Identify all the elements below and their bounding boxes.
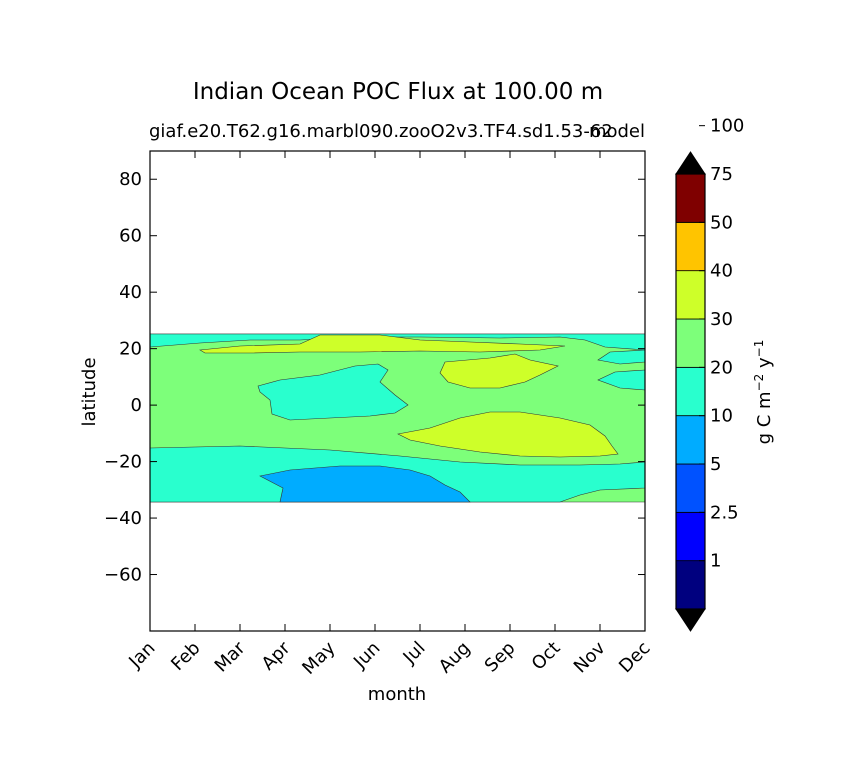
contour-region-30-40-south	[397, 411, 619, 458]
y-tick-label: −20	[104, 452, 142, 473]
colorbar-label-mid: y	[754, 357, 775, 374]
colorbar-tick-label: 2.5	[710, 502, 739, 523]
y-tick-label: −60	[104, 565, 142, 586]
x-tick-label: Jun	[349, 638, 384, 673]
chart-title: Indian Ocean POC Flux at 100.00 m	[193, 79, 603, 105]
x-tick-label: Aug	[435, 638, 475, 678]
x-tick-label: Dec	[615, 638, 654, 677]
contour-region-10-20-east2	[597, 369, 645, 391]
colorbar-bin	[675, 415, 706, 465]
colorbar-bin-top	[675, 173, 706, 223]
x-tick-label: May	[298, 637, 339, 678]
colorbar-bin	[675, 366, 706, 417]
contour-region-30-40-aug	[439, 353, 559, 389]
colorbar-tick-label: 50	[710, 212, 733, 233]
colorbar-bin	[675, 221, 706, 272]
colorbar-label-main: g C m	[754, 391, 775, 444]
x-tick-label: Sep	[481, 638, 520, 677]
colorbar-label-exp1: −2	[752, 374, 766, 392]
contour-region-10-20-equator	[257, 363, 409, 421]
y-tick-label: 80	[119, 169, 142, 190]
y-tick-label: 40	[119, 282, 142, 303]
x-tick-label: Feb	[167, 638, 204, 675]
x-tick-label: Apr	[258, 637, 295, 674]
x-tick-label: Nov	[570, 637, 610, 677]
x-tick-label: Mar	[211, 637, 250, 676]
y-tick-label: 20	[119, 339, 142, 360]
x-tick-label: Jan	[124, 638, 159, 673]
colorbar-bin	[675, 511, 706, 562]
y-tick-label: 0	[131, 395, 142, 416]
colorbar-tick-label: 75	[710, 164, 733, 185]
colorbar-label: g C m−2 y−1	[752, 340, 775, 445]
plot-frame	[149, 150, 646, 632]
colorbar: 1 2.5 5 10 20 30 40 50 75 100	[675, 116, 744, 632]
colorbar-tick-label: 1	[710, 551, 721, 572]
y-axis-label: latitude	[79, 357, 100, 426]
contour-fill	[150, 333, 645, 503]
contour-region-10-20-north	[150, 333, 645, 351]
chart-subtitle-right: model	[589, 121, 645, 142]
chart-subtitle-left: giaf.e20.T62.g16.marbl090.zooO2v3.TF4.sd…	[149, 121, 613, 142]
colorbar-extend-max	[675, 151, 706, 175]
colorbar-tick-label: 100	[710, 116, 744, 137]
contour-region-30-40-north	[199, 334, 566, 354]
x-tick-label: Oct	[528, 638, 565, 675]
colorbar-bin	[675, 270, 706, 320]
colorbar-tick-label: 20	[710, 357, 733, 378]
colorbar-tick-label: 40	[710, 261, 733, 282]
colorbar-bin	[675, 560, 706, 610]
colorbar-bin	[675, 463, 706, 513]
y-tick-label: −40	[104, 508, 142, 529]
colorbar-tick-label: 10	[710, 406, 733, 427]
x-tick-label: Jul	[399, 638, 430, 669]
y-tick-label: 60	[119, 226, 142, 247]
colorbar-extend-min	[675, 608, 706, 632]
contour-region-5-10	[259, 465, 471, 503]
colorbar-label-exp2: −1	[752, 340, 766, 358]
colorbar-frame	[675, 173, 706, 610]
colorbar-tick-label: 30	[710, 309, 733, 330]
contour-region-10-20-east	[597, 349, 645, 365]
y-axis: 80 60 40 20 0 −20 −40 −60	[104, 169, 645, 586]
colorbar-bin	[675, 318, 706, 368]
x-axis-label: month	[368, 684, 426, 705]
colorbar-tick-label: 5	[710, 454, 721, 475]
